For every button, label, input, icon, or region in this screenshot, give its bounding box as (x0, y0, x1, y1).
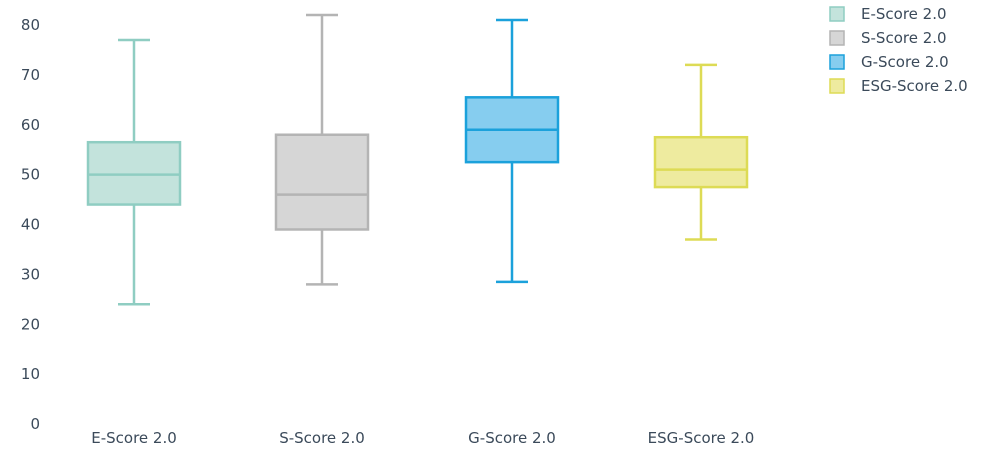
legend-swatch (829, 54, 845, 70)
y-tick-label: 0 (30, 415, 40, 433)
x-axis: E-Score 2.0 S-Score 2.0 G-Score 2.0 ESG-Sco… (91, 429, 754, 447)
y-tick-label: 30 (21, 265, 40, 283)
legend-item[interactable]: E-Score 2.0 (829, 5, 947, 23)
legend-swatch (829, 30, 845, 46)
y-axis: 0 10 20 30 40 50 60 70 80 (21, 16, 40, 433)
iqr-box (653, 135, 749, 189)
x-tick-label: E-Score 2.0 (91, 429, 177, 447)
legend-label: ESG-Score 2.0 (861, 77, 968, 95)
legend-label: S-Score 2.0 (861, 29, 947, 47)
box-2[interactable] (274, 13, 370, 286)
legend-label: G-Score 2.0 (861, 53, 949, 71)
y-tick-label: 50 (21, 166, 40, 184)
y-tick-label: 20 (21, 315, 40, 333)
y-tick-label: 80 (21, 16, 40, 34)
legend-label: E-Score 2.0 (861, 5, 947, 23)
iqr-box (274, 133, 370, 231)
box-series (86, 13, 749, 306)
y-tick-label: 10 (21, 365, 40, 383)
x-tick-label: S-Score 2.0 (279, 429, 365, 447)
box-1[interactable] (86, 38, 182, 306)
x-tick-label: G-Score 2.0 (468, 429, 556, 447)
y-tick-label: 60 (21, 116, 40, 134)
legend-swatch (829, 78, 845, 94)
x-tick-label: ESG-Score 2.0 (648, 429, 755, 447)
legend-item[interactable]: S-Score 2.0 (829, 29, 947, 47)
y-tick-label: 40 (21, 216, 40, 234)
y-tick-label: 70 (21, 66, 40, 84)
legend-item[interactable]: G-Score 2.0 (829, 53, 949, 71)
legend-item[interactable]: ESG-Score 2.0 (829, 77, 968, 95)
box-4[interactable] (653, 63, 749, 241)
legend-swatch (829, 6, 845, 22)
legend[interactable]: E-Score 2.0 S-Score 2.0 G-Score 2.0 ESG-Sco… (829, 5, 968, 95)
box-3[interactable] (464, 18, 560, 284)
